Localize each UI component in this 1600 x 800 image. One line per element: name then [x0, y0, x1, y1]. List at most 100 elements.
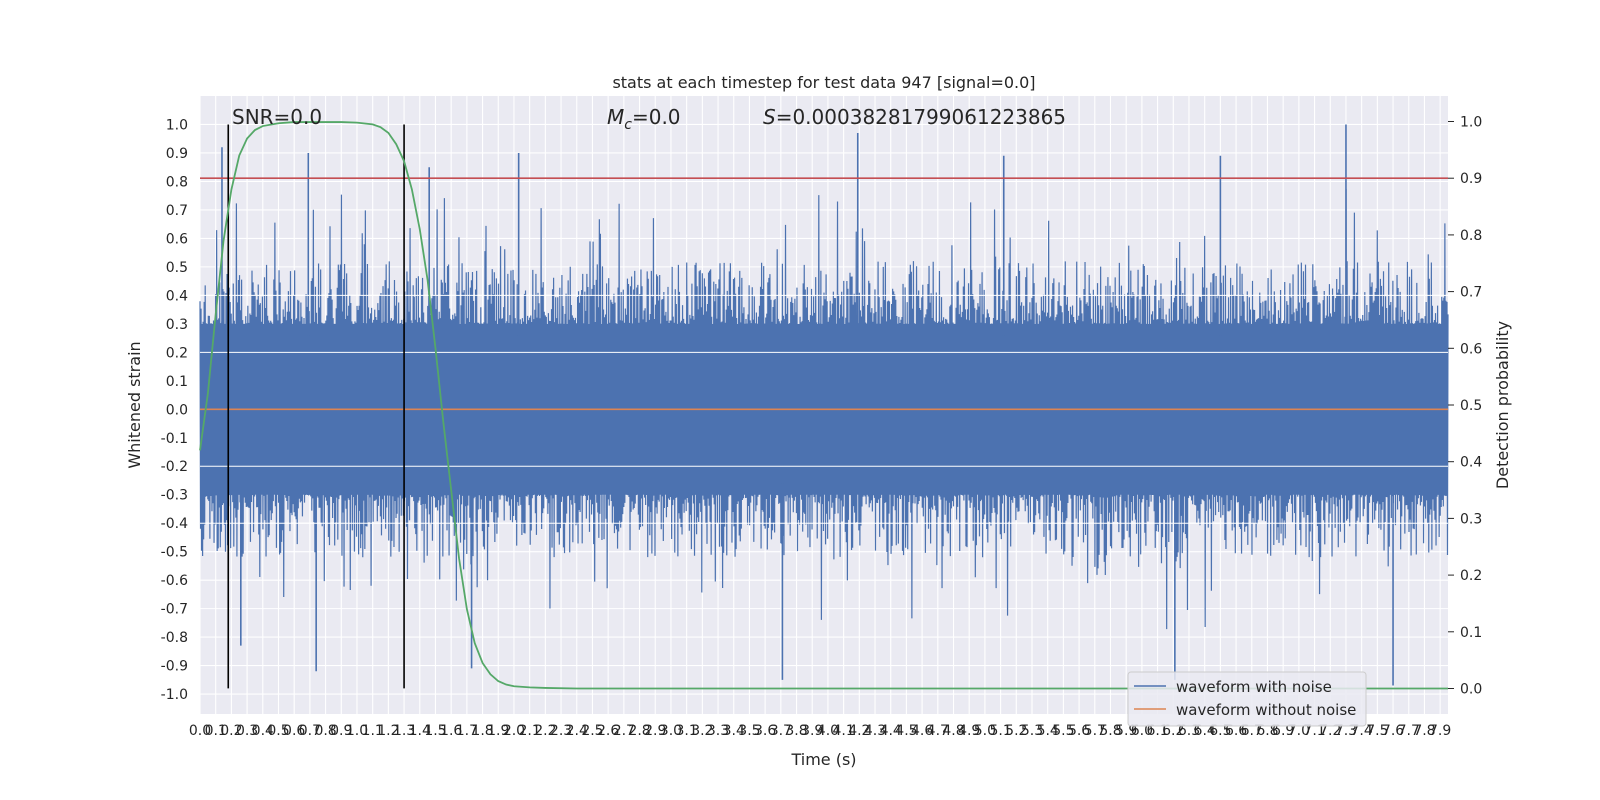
- y-tick-label: -1.0: [161, 687, 188, 703]
- y-tick-label: 0.5: [166, 260, 188, 276]
- x-tick-label: 1.7: [456, 723, 478, 739]
- y2-axis-label: Detection probability: [1493, 321, 1512, 489]
- x-tick-label: 3.3: [707, 723, 729, 739]
- x-tick-label: 5.6: [1068, 723, 1090, 739]
- y-tick-label: -0.2: [161, 459, 188, 475]
- annotation-snr: SNR=0.0: [232, 105, 322, 129]
- legend-label-waveform-with-noise: waveform with noise: [1176, 678, 1332, 696]
- legend-frame: [1127, 671, 1367, 727]
- x-tick-label: 6.3: [1178, 723, 1200, 739]
- x-tick-label: 3.1: [676, 723, 698, 739]
- y-tick-label: -0.4: [161, 516, 188, 532]
- y2-tick-label: 0.6: [1460, 341, 1482, 357]
- x-tick-label: 3.6: [754, 723, 776, 739]
- x-tick-label: 3.2: [691, 723, 713, 739]
- x-tick-label: 6.2: [1162, 723, 1184, 739]
- y-tick-label: 1.0: [166, 117, 188, 133]
- y-axis-label: Whitened strain: [125, 341, 144, 468]
- y-tick-label: -0.8: [161, 630, 188, 646]
- x-tick-label: 0.4: [252, 723, 274, 739]
- x-tick-label: 3.0: [660, 723, 682, 739]
- x-tick-label: 6.5: [1209, 723, 1231, 739]
- x-tick-label: 3.5: [738, 723, 760, 739]
- y-tick-label: -0.9: [161, 659, 188, 675]
- x-tick-label: 2.1: [519, 723, 541, 739]
- x-tick-label: 2.6: [597, 723, 619, 739]
- y2-tick-label: 1.0: [1460, 115, 1482, 131]
- x-tick-label: 2.3: [550, 723, 572, 739]
- x-tick-label: 1.4: [409, 723, 431, 739]
- x-tick-label: 1.3: [393, 723, 415, 739]
- x-tick-label: 0.9: [330, 723, 352, 739]
- x-tick-label: 1.1: [362, 723, 384, 739]
- x-tick-label: 0.6: [283, 723, 305, 739]
- x-tick-label: 6.4: [1194, 723, 1216, 739]
- x-tick-label: 5.8: [1099, 723, 1121, 739]
- x-tick-label: 7.3: [1335, 723, 1357, 739]
- y-tick-label: 0.9: [166, 146, 188, 162]
- x-tick-label: 7.0: [1288, 723, 1310, 739]
- x-tick-label: 2.8: [628, 723, 650, 739]
- x-tick-labels: 0.00.10.20.30.40.50.60.70.80.91.01.11.21…: [189, 723, 1451, 739]
- y-tick-label: -0.3: [161, 488, 188, 504]
- noise-trace: [199, 188, 1449, 630]
- x-tick-label: 5.4: [1037, 723, 1059, 739]
- legend-label-waveform-without-noise: waveform without noise: [1176, 701, 1356, 719]
- legend: waveform with noise waveform without noi…: [1127, 671, 1367, 727]
- x-tick-label: 0.2: [220, 723, 242, 739]
- x-axis-label: Time (s): [790, 750, 856, 769]
- x-tick-label: 0.3: [236, 723, 258, 739]
- x-tick-label: 7.4: [1351, 723, 1373, 739]
- y2-tick-label: 0.1: [1460, 625, 1482, 641]
- x-tick-label: 4.8: [942, 723, 964, 739]
- x-tick-label: 3.7: [770, 723, 792, 739]
- x-tick-label: 7.7: [1398, 723, 1420, 739]
- x-tick-label: 2.4: [566, 723, 588, 739]
- x-tick-label: 6.0: [1131, 723, 1153, 739]
- x-tick-label: 5.7: [1084, 723, 1106, 739]
- x-tick-label: 1.5: [424, 723, 446, 739]
- x-tick-label: 2.0: [503, 723, 525, 739]
- x-tick-label: 2.2: [534, 723, 556, 739]
- annotation-s: S=0.00038281799061223865: [763, 105, 1066, 129]
- detection-probability-line: [199, 121, 1448, 690]
- y-tick-label: 0.1: [166, 374, 188, 390]
- x-tick-label: 6.6: [1225, 723, 1247, 739]
- y2-tick-label: 0.8: [1460, 228, 1482, 244]
- y2-tick-label: 0.3: [1460, 511, 1482, 527]
- y2-tick-label: 0.9: [1460, 171, 1482, 187]
- x-tick-label: 1.8: [471, 723, 493, 739]
- y-tick-label: 0.4: [166, 288, 188, 304]
- x-tick-label: 2.9: [644, 723, 666, 739]
- x-tick-label: 1.9: [487, 723, 509, 739]
- y2-tick-labels: 0.0 0.1 0.2 0.3 0.4 0.5 0.6 0.7 0.8 0.9 1.0: [1448, 115, 1482, 697]
- x-tick-label: 4.0: [817, 723, 839, 739]
- x-tick-label: 6.7: [1241, 723, 1263, 739]
- x-tick-label: 6.1: [1146, 723, 1168, 739]
- x-tick-label: 0.1: [205, 723, 227, 739]
- x-tick-label: 4.3: [864, 723, 886, 739]
- x-tick-label: 4.9: [958, 723, 980, 739]
- y-tick-labels: -1.0 -0.9 -0.8 -0.7 -0.6 -0.5 -0.4 -0.3 -0.2 -0.1…: [161, 117, 188, 703]
- x-tick-label: 4.2: [848, 723, 870, 739]
- x-tick-label: 4.7: [927, 723, 949, 739]
- series-lines: [199, 121, 1448, 690]
- x-tick-label: 7.2: [1319, 723, 1341, 739]
- x-tick-label: 5.9: [1115, 723, 1137, 739]
- y-tick-label: -0.6: [161, 573, 188, 589]
- y-tick-label: 0.3: [166, 317, 188, 333]
- y-tick-label: 0.8: [166, 174, 188, 190]
- x-tick-label: 5.1: [989, 723, 1011, 739]
- y-tick-label: -0.1: [161, 431, 188, 447]
- x-tick-label: 4.1: [832, 723, 854, 739]
- x-tick-label: 3.9: [801, 723, 823, 739]
- x-tick-label: 5.5: [1052, 723, 1074, 739]
- y-tick-label: 0.2: [166, 345, 188, 361]
- y2-tick-label: 0.7: [1460, 285, 1482, 301]
- y-tick-label: 0.7: [166, 203, 188, 219]
- x-tick-label: 6.8: [1256, 723, 1278, 739]
- x-tick-label: 4.4: [880, 723, 902, 739]
- y-tick-label: -0.5: [161, 545, 188, 561]
- x-tick-label: 7.8: [1413, 723, 1435, 739]
